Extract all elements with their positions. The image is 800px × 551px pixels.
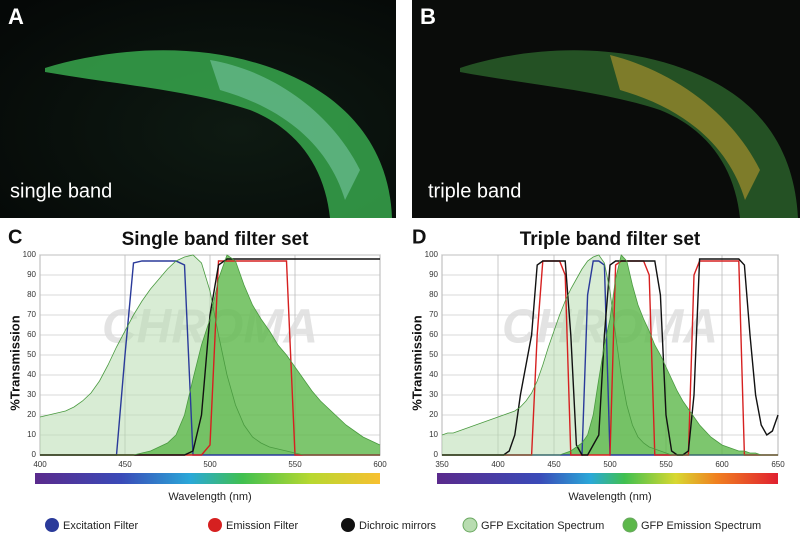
legend-label: Dichroic mirrors <box>359 520 437 532</box>
y-axis-label: %Transmission <box>7 315 22 410</box>
y-tick-label: 40 <box>429 370 438 379</box>
x-tick-label: 550 <box>659 460 673 469</box>
y-tick-label: 100 <box>425 250 439 259</box>
image-caption: single band <box>10 180 112 202</box>
area-fill <box>40 255 380 455</box>
x-tick-label: 550 <box>288 460 302 469</box>
y-tick-label: 0 <box>434 450 439 459</box>
legend-label: Excitation Filter <box>63 520 139 532</box>
y-tick-label: 80 <box>27 290 36 299</box>
legend-marker <box>462 517 478 533</box>
x-tick-label: 650 <box>771 460 785 469</box>
y-tick-label: 90 <box>429 270 438 279</box>
x-tick-label: 500 <box>203 460 217 469</box>
legend-label: Emission Filter <box>226 520 298 532</box>
series-line <box>40 254 381 456</box>
x-tick-label: 600 <box>715 460 729 469</box>
panel-label: D <box>412 226 426 248</box>
y-tick-label: 70 <box>27 310 36 319</box>
y-tick-label: 40 <box>27 370 36 379</box>
panel-label: A <box>8 4 24 29</box>
y-tick-label: 100 <box>23 250 37 259</box>
series-line <box>442 254 778 456</box>
series-line <box>441 254 778 456</box>
panel-label: B <box>420 4 436 29</box>
image-a: A single band <box>0 0 396 218</box>
image-caption: triple band <box>428 180 521 202</box>
y-tick-label: 80 <box>429 290 438 299</box>
y-tick-label: 20 <box>429 410 438 419</box>
image-b: B triple band <box>412 0 800 218</box>
x-tick-label: 600 <box>373 460 387 469</box>
series-line <box>39 254 380 456</box>
y-tick-label: 60 <box>429 330 438 339</box>
y-tick-label: 30 <box>429 390 438 399</box>
spectrum-bar <box>35 473 380 484</box>
y-tick-label: 20 <box>27 410 36 419</box>
legend-marker <box>45 518 59 532</box>
legend-label: GFP Excitation Spectrum <box>481 520 604 532</box>
legend-label: GFP Emission Spectrum <box>641 520 761 532</box>
y-tick-label: 90 <box>27 270 36 279</box>
x-tick-label: 500 <box>603 460 617 469</box>
x-tick-label: 350 <box>435 460 449 469</box>
y-tick-label: 30 <box>27 390 36 399</box>
y-tick-label: 70 <box>429 310 438 319</box>
legend-marker <box>208 518 222 532</box>
x-axis-label: Wavelength (nm) <box>168 491 251 503</box>
x-tick-label: 450 <box>547 460 561 469</box>
panel-label: C <box>8 226 22 248</box>
y-tick-label: 50 <box>429 350 438 359</box>
x-tick-label: 450 <box>118 460 132 469</box>
x-tick-label: 400 <box>491 460 505 469</box>
y-axis-label: %Transmission <box>409 315 424 410</box>
y-tick-label: 10 <box>27 430 36 439</box>
legend-marker <box>622 517 638 533</box>
chart-title: Single band filter set <box>122 229 310 250</box>
x-tick-label: 400 <box>33 460 47 469</box>
y-tick-label: 60 <box>27 330 36 339</box>
y-tick-label: 0 <box>32 450 37 459</box>
spectrum-bar <box>437 473 778 484</box>
legend-marker <box>341 518 355 532</box>
y-tick-label: 10 <box>429 430 438 439</box>
area-fill <box>442 255 778 455</box>
y-tick-label: 50 <box>27 350 36 359</box>
x-axis-label: Wavelength (nm) <box>568 491 651 503</box>
chart-title: Triple band filter set <box>520 229 701 250</box>
